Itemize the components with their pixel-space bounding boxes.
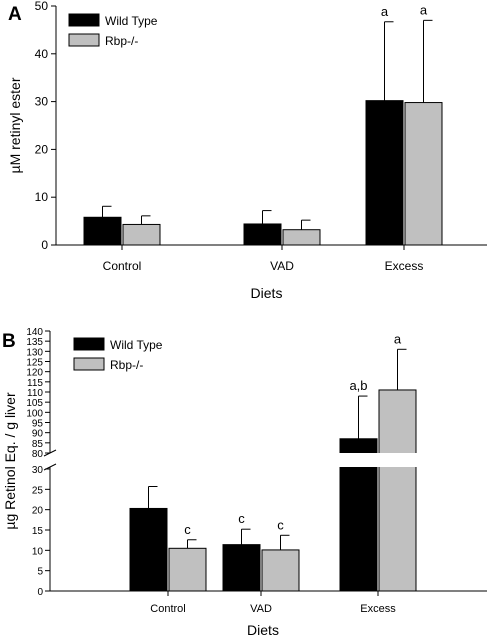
bar-b xyxy=(378,389,417,592)
legend-label-b: Rbp-/- xyxy=(110,358,143,372)
legend-swatch-b xyxy=(73,337,105,351)
y-tick-label-b: 0 xyxy=(37,587,43,598)
legend-label-a: Wild Type xyxy=(105,14,158,28)
bar-b xyxy=(261,549,300,592)
bar-a xyxy=(243,223,282,246)
y-tick-label-b: 125 xyxy=(26,358,43,369)
y-tick-label-b: 130 xyxy=(26,347,43,358)
y-tick-label-b: 15 xyxy=(32,526,44,537)
bar-a xyxy=(404,102,443,246)
panel-label-a: A xyxy=(8,4,22,25)
x-axis-title-b: Diets xyxy=(247,622,279,638)
x-tick-label-b: Excess xyxy=(360,603,396,615)
y-tick-label-a: 30 xyxy=(35,95,49,109)
bar-b xyxy=(129,507,168,592)
y-tick-label-b: 25 xyxy=(32,485,44,496)
significance-label-a: a xyxy=(381,4,389,19)
y-tick-label-b: 105 xyxy=(26,398,43,409)
x-tick-label-a: Excess xyxy=(385,259,424,273)
y-tick-label-b: 95 xyxy=(32,419,44,430)
y-tick-label-b: 115 xyxy=(27,378,43,389)
bar-a xyxy=(365,100,404,246)
x-axis-title-a: Diets xyxy=(251,285,283,301)
y-tick-label-b: 110 xyxy=(27,388,43,399)
significance-label-a: a xyxy=(420,2,428,17)
significance-label-b: c xyxy=(238,511,245,526)
y-axis-title-b: µg Retinol Eq. / g liver xyxy=(2,392,18,530)
y-tick-label-a: 20 xyxy=(35,142,49,156)
x-tick-label-b: VAD xyxy=(250,603,272,615)
legend-swatch-a xyxy=(68,33,100,47)
y-tick-label-b: 135 xyxy=(26,337,43,348)
y-tick-label-a: 50 xyxy=(35,0,49,13)
x-tick-label-a: Control xyxy=(103,259,142,273)
bar-break-gap-b xyxy=(377,453,418,467)
bar-a xyxy=(122,223,161,246)
y-tick-label-b: 30 xyxy=(32,465,44,476)
y-tick-label-b: 100 xyxy=(26,408,43,419)
y-tick-label-a: 40 xyxy=(35,47,49,61)
legend-swatch-b xyxy=(73,357,105,371)
bar-break-gap-b xyxy=(338,453,379,467)
y-tick-label-a: 0 xyxy=(41,238,48,252)
legend-label-a: Rbp-/- xyxy=(105,34,138,48)
significance-label-b: c xyxy=(184,522,191,537)
legend-swatch-a xyxy=(68,13,100,27)
significance-label-b: a,b xyxy=(349,378,367,393)
x-tick-label-a: VAD xyxy=(270,259,294,273)
y-tick-label-b: 80 xyxy=(32,449,44,460)
bar-a xyxy=(282,229,321,246)
y-tick-label-b: 5 xyxy=(37,567,43,578)
y-tick-label-b: 20 xyxy=(32,506,44,517)
y-tick-label-b: 140 xyxy=(26,327,43,338)
bar-b xyxy=(222,544,261,592)
panel-label-b: B xyxy=(2,331,16,352)
bar-b xyxy=(168,547,207,592)
y-tick-label-b: 10 xyxy=(32,546,44,557)
x-tick-label-b: Control xyxy=(150,603,185,615)
legend-label-b: Wild Type xyxy=(110,338,163,352)
significance-label-b: a xyxy=(394,331,402,346)
y-tick-label-b: 85 xyxy=(32,439,44,450)
significance-label-b: c xyxy=(277,517,284,532)
y-tick-label-b: 90 xyxy=(32,429,44,440)
y-tick-label-b: 120 xyxy=(26,368,43,379)
y-axis-title-a: µM retinyl ester xyxy=(7,77,23,173)
y-tick-label-a: 10 xyxy=(35,190,49,204)
bar-a xyxy=(83,216,122,246)
